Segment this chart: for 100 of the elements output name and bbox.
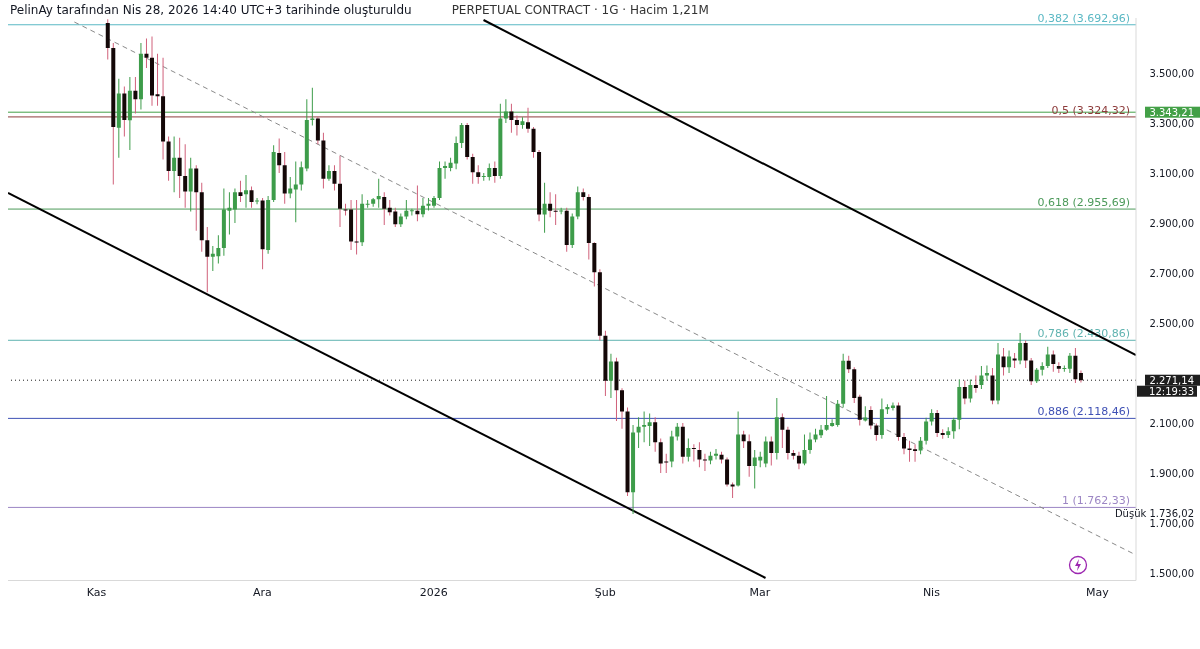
x-tick-label: Nis [922, 586, 941, 600]
candlestick [1073, 347, 1078, 384]
candlestick [155, 53, 160, 107]
ref-line-label: 0,618 (2.955,69) [1037, 196, 1130, 210]
y-tick-label: 3.300,00 [1149, 117, 1194, 129]
candlestick [299, 161, 304, 191]
candlestick [255, 197, 260, 205]
candlestick [973, 375, 978, 394]
candlestick [763, 436, 768, 468]
candlestick [382, 191, 387, 226]
ref-line-label: 0,886 (2.118,46) [1037, 405, 1130, 419]
candlestick [653, 416, 658, 453]
candlestick [232, 188, 237, 224]
candlestick [492, 161, 497, 184]
candlestick [172, 136, 177, 193]
candlestick [459, 122, 464, 149]
candlestick [796, 451, 801, 470]
candlestick [835, 399, 840, 428]
y-tick-label: 2.700,00 [1149, 267, 1194, 279]
candlestick [288, 176, 293, 199]
y-tick-label: 3.500,00 [1149, 67, 1194, 79]
candlestick [780, 413, 785, 449]
candlestick [691, 443, 696, 462]
candlestick [293, 161, 298, 223]
candlestick [1023, 340, 1028, 369]
candlestick [979, 365, 984, 390]
candlestick [194, 164, 199, 232]
candlestick [924, 417, 929, 445]
candlestick [205, 226, 210, 293]
candlestick [376, 178, 381, 209]
candlestick [133, 76, 138, 114]
x-tick-label: 2026 [419, 586, 448, 600]
y-tick-label: 2.271,14 [1149, 374, 1194, 386]
candlestick [714, 448, 718, 460]
candlestick [935, 409, 940, 438]
y-tick-label: 3.343,21 [1149, 106, 1194, 118]
candlestick [531, 126, 536, 159]
x-tick-label: Şub [594, 586, 616, 600]
candlestick [642, 411, 647, 443]
candlestick [1051, 350, 1056, 373]
candlestick [514, 115, 519, 136]
candlestick [868, 405, 873, 430]
candlestick [542, 182, 547, 234]
ref-line-label: 1 (1.762,33) [1061, 494, 1130, 508]
x-tick-label: Mar [749, 586, 771, 600]
candlestick [769, 436, 774, 466]
candlestick [962, 380, 967, 405]
chart-subtitle: PERPETUAL CONTRACT · 1G · Hacim 1,21M [451, 3, 709, 17]
candlestick [951, 417, 956, 440]
y-tick-label: Düşük 1.736,02 [1114, 508, 1194, 520]
y-tick-label: 1.900,00 [1149, 467, 1194, 479]
candlestick [443, 161, 448, 180]
candlestick [354, 199, 359, 255]
candlestick [1001, 347, 1006, 376]
y-tick-label: 2.500,00 [1149, 317, 1194, 329]
candlestick [476, 164, 481, 185]
y-tick-label: 3.100,00 [1149, 167, 1194, 179]
candlestick [857, 394, 862, 426]
candlestick [902, 432, 906, 455]
candlestick [393, 207, 398, 228]
candlestick [1067, 352, 1072, 374]
candlestick [702, 453, 707, 472]
candlestick [144, 38, 149, 69]
candlestick [636, 416, 641, 449]
candlestick [509, 103, 514, 134]
candlestick [785, 426, 790, 460]
text: 12:19:33 [1149, 385, 1194, 397]
candlestick [332, 164, 337, 191]
candlestick [315, 116, 320, 145]
x-tick-label: May [1085, 586, 1110, 600]
candlestick [984, 365, 989, 381]
candlestick [802, 434, 807, 466]
candlestick [1018, 332, 1023, 365]
candlestick [968, 379, 973, 403]
x-tick-label: Ara [252, 586, 272, 600]
candlestick [697, 441, 702, 468]
candlestick [409, 208, 414, 216]
candlestick [647, 413, 652, 447]
candlestick [620, 387, 624, 430]
candlestick [548, 191, 553, 218]
chart-title: PelinAy tarafından Nis 28, 2026 14:40 UTC+3 tarihinde oluşturuldu [10, 3, 412, 17]
y-tick-label: 2.900,00 [1149, 217, 1194, 229]
candlestick [177, 137, 182, 199]
candlestick [238, 180, 243, 203]
candlestick [1007, 350, 1012, 374]
candlestick [819, 424, 824, 439]
ref-line-label: 0,382 (3.692,96) [1037, 11, 1130, 25]
candlestick [249, 186, 254, 209]
candlestick [526, 107, 530, 134]
candlestick [188, 157, 193, 212]
x-tick-label: Kas [86, 586, 107, 600]
candlestick [420, 197, 425, 218]
candlestick [553, 193, 558, 226]
candlestick [277, 138, 282, 174]
candlestick [608, 353, 613, 399]
candlestick [244, 174, 248, 209]
y-tick-label: 1.700,00 [1149, 517, 1194, 529]
y-tick-label: 1.500,00 [1149, 567, 1194, 579]
candlestick [686, 438, 691, 462]
candlestick [1029, 357, 1034, 386]
